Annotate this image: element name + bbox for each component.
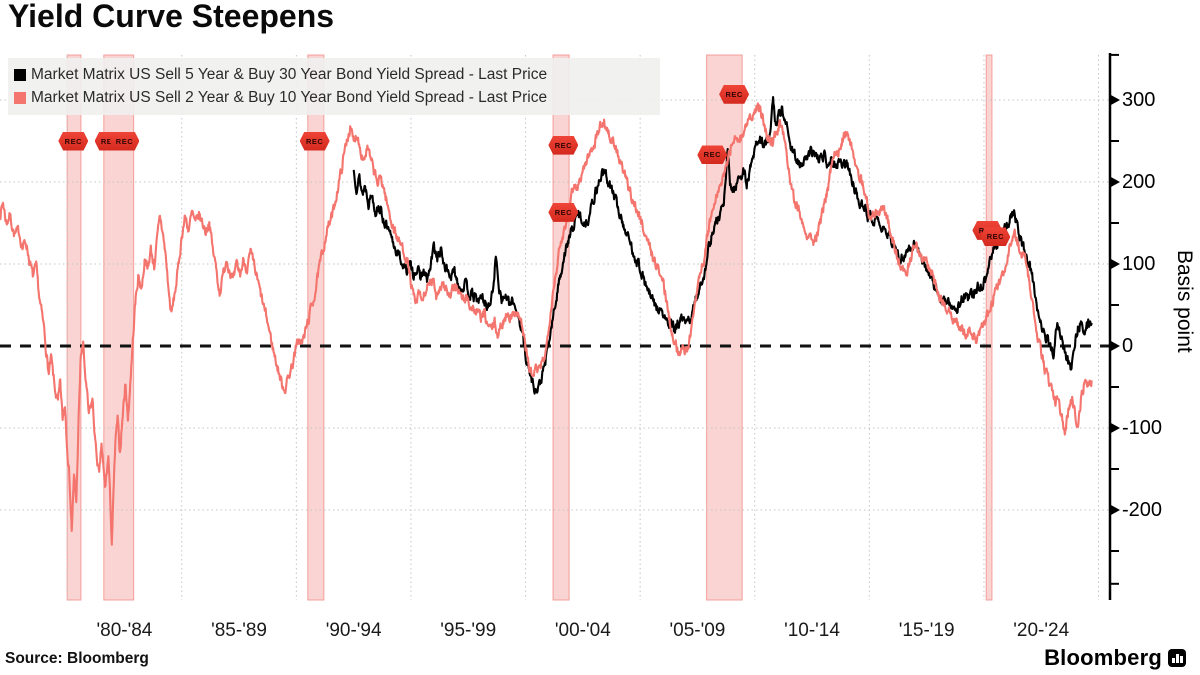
rec-marker: REC — [719, 84, 750, 104]
y-major-tick — [1110, 94, 1120, 106]
series-5s30s-line — [352, 96, 1093, 395]
rec-marker: REC — [58, 131, 89, 151]
y-major-tick — [1110, 340, 1120, 352]
x-tick-label: '95-'99 — [440, 620, 497, 641]
recession-band — [307, 54, 325, 601]
y-tick-label: 300 — [1122, 89, 1156, 111]
y-tick-label: 100 — [1122, 253, 1156, 275]
x-tick-label: '00-'04 — [554, 620, 611, 641]
recession-band — [552, 54, 570, 601]
x-tick-label: '85-'89 — [211, 620, 267, 641]
bloomberg-logo: Bloomberg — [1044, 645, 1186, 671]
legend-label: Market Matrix US Sell 5 Year & Buy 30 Ye… — [31, 65, 548, 83]
bloomberg-chart-icon — [1168, 649, 1186, 667]
y-major-tick — [1110, 504, 1120, 516]
x-tick-label: '90-'94 — [325, 620, 382, 641]
legend: Market Matrix US Sell 5 Year & Buy 30 Ye… — [8, 58, 660, 115]
source-note: Source: Bloomberg — [5, 650, 149, 667]
legend-swatch-icon — [14, 91, 26, 104]
recession-band — [706, 54, 743, 601]
x-tick-label: '10-'14 — [784, 620, 840, 641]
rec-marker: REC — [299, 131, 330, 151]
y-major-tick — [1110, 176, 1120, 188]
legend-label: Market Matrix US Sell 2 Year & Buy 10 Ye… — [31, 88, 548, 106]
y-axis-title: Basis point — [1173, 250, 1196, 353]
series-2s10s-line — [0, 102, 1093, 546]
legend-item: Market Matrix US Sell 5 Year & Buy 30 Ye… — [14, 63, 652, 86]
x-tick-label: '20-'24 — [1013, 620, 1070, 641]
y-tick-label: 0 — [1122, 335, 1134, 357]
y-tick-label: 200 — [1122, 171, 1156, 193]
recession-band — [985, 54, 993, 601]
y-tick-label: -100 — [1122, 417, 1163, 439]
legend-item: Market Matrix US Sell 2 Year & Buy 10 Ye… — [14, 86, 652, 109]
rec-marker: REC — [109, 131, 140, 151]
y-tick-label: -200 — [1122, 499, 1163, 521]
rec-marker: REC — [697, 145, 728, 165]
y-major-tick — [1110, 258, 1120, 270]
legend-swatch-icon — [14, 68, 26, 81]
rec-marker: REC — [980, 227, 1011, 247]
page-title: Yield Curve Steepens — [8, 0, 335, 34]
rec-marker: REC — [548, 202, 579, 222]
rec-marker: REC — [548, 135, 579, 155]
x-tick-label: '05-'09 — [669, 620, 726, 641]
x-tick-label: '15-'19 — [898, 620, 955, 641]
bloomberg-wordmark: Bloomberg — [1044, 645, 1162, 670]
y-major-tick — [1110, 422, 1120, 434]
x-tick-label: '80-'84 — [96, 620, 153, 641]
